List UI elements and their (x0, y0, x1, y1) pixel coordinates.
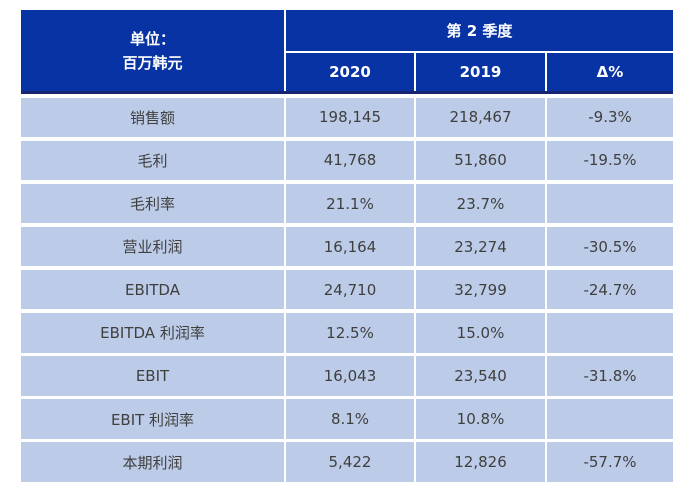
row-label: EBITDA 利润率 (21, 313, 284, 353)
value-2020: 16,043 (286, 356, 414, 396)
row-label: EBIT (21, 356, 284, 396)
value-delta: -24.7% (547, 269, 673, 310)
row-label: EBIT 利润率 (21, 399, 284, 439)
unit-label-line1: 单位： (129, 29, 175, 48)
value-2020: 21.1% (286, 183, 414, 224)
quarterly-results-table: 单位： 百万韩元 第 2 季度 2020 2019 Δ% 销售额 198,145… (21, 10, 673, 482)
value-2020: 5,422 (286, 442, 414, 482)
column-header-2019: 2019 (416, 53, 545, 91)
value-2020: 198,145 (286, 97, 414, 138)
row-label: 销售额 (21, 97, 284, 138)
value-2020: 24,710 (286, 269, 414, 310)
value-2019: 51,860 (416, 140, 545, 181)
value-delta: -9.3% (547, 97, 673, 138)
row-label: 毛利率 (21, 183, 284, 224)
row-label: 营业利润 (21, 226, 284, 267)
table-row-net-profit: 本期利润 5,422 12,826 -57.7% (21, 442, 673, 482)
table-row-gross-margin: 毛利率 21.1% 23.7% (21, 183, 673, 224)
value-delta: -57.7% (547, 442, 673, 482)
unit-header-cell: 单位： 百万韩元 (21, 10, 284, 91)
value-2019: 218,467 (416, 97, 545, 138)
table-body: 销售额 198,145 218,467 -9.3% 毛利 41,768 51,8… (21, 97, 673, 482)
table-row-ebit-margin: EBIT 利润率 8.1% 10.8% (21, 399, 673, 439)
row-label: EBITDA (21, 269, 284, 310)
value-2019: 23,274 (416, 226, 545, 267)
value-2020: 41,768 (286, 140, 414, 181)
value-delta: -30.5% (547, 226, 673, 267)
row-label: 毛利 (21, 140, 284, 181)
value-2020: 12.5% (286, 313, 414, 353)
value-2019: 23,540 (416, 356, 545, 396)
table-row-operating-profit: 营业利润 16,164 23,274 -30.5% (21, 226, 673, 267)
value-2020: 8.1% (286, 399, 414, 439)
value-2019: 32,799 (416, 269, 545, 310)
value-2019: 23.7% (416, 183, 545, 224)
quarter-header-cell: 第 2 季度 (286, 10, 673, 51)
column-header-delta: Δ% (547, 53, 673, 91)
table-row-ebitda-margin: EBITDA 利润率 12.5% 15.0% (21, 313, 673, 353)
value-delta (547, 313, 673, 353)
table-row-sales: 销售额 198,145 218,467 -9.3% (21, 97, 673, 138)
column-header-2020: 2020 (286, 53, 414, 91)
table-row-ebit: EBIT 16,043 23,540 -31.8% (21, 356, 673, 396)
value-2019: 15.0% (416, 313, 545, 353)
value-2020: 16,164 (286, 226, 414, 267)
value-2019: 10.8% (416, 399, 545, 439)
table-header: 单位： 百万韩元 第 2 季度 2020 2019 Δ% (21, 10, 673, 94)
table-row-gross-profit: 毛利 41,768 51,860 -19.5% (21, 140, 673, 181)
value-2019: 12,826 (416, 442, 545, 482)
unit-label-line2: 百万韩元 (122, 53, 183, 72)
value-delta (547, 399, 673, 439)
value-delta: -19.5% (547, 140, 673, 181)
table-row-ebitda: EBITDA 24,710 32,799 -24.7% (21, 269, 673, 310)
value-delta (547, 183, 673, 224)
value-delta: -31.8% (547, 356, 673, 396)
row-label: 本期利润 (21, 442, 284, 482)
